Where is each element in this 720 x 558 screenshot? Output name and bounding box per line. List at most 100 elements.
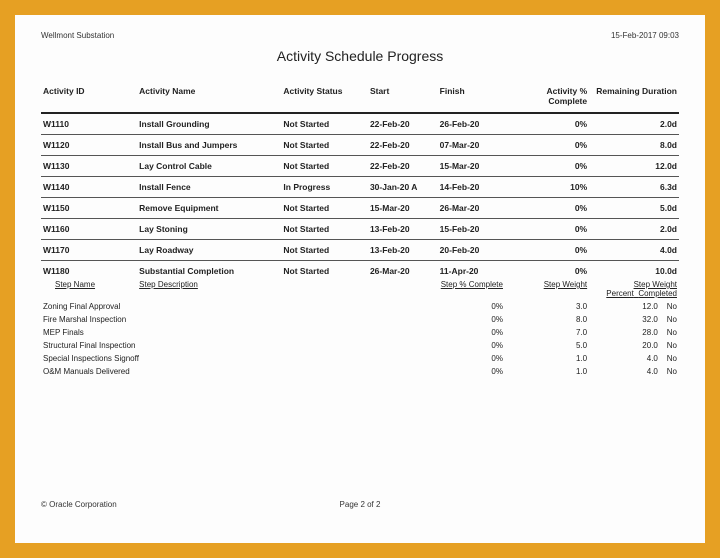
- report-footer: © Oracle Corporation Page 2 of 2: [41, 500, 679, 509]
- cell-finish: 26-Mar-20: [438, 198, 505, 219]
- cell-name: Remove Equipment: [137, 198, 281, 219]
- cell-rem: 12.0d: [589, 156, 679, 177]
- steps-col-weight: Step Weight: [505, 277, 589, 300]
- step-name: Special Inspections Signoff: [41, 352, 368, 365]
- col-remaining: Remaining Duration: [589, 82, 679, 113]
- cell-start: 13-Feb-20: [368, 240, 438, 261]
- step-weight-pct: 20.0 No: [589, 339, 679, 352]
- cell-rem: 5.0d: [589, 198, 679, 219]
- cell-status: In Progress: [281, 177, 368, 198]
- cell-start: 22-Feb-20: [368, 156, 438, 177]
- step-weight-pct: 4.0 No: [589, 365, 679, 378]
- project-name: Wellmont Substation: [41, 31, 114, 40]
- step-pct: 0%: [368, 326, 505, 339]
- cell-id: W1160: [41, 219, 137, 240]
- cell-id: W1170: [41, 240, 137, 261]
- step-weight: 1.0: [505, 352, 589, 365]
- cell-rem: 6.3d: [589, 177, 679, 198]
- cell-id: W1130: [41, 156, 137, 177]
- step-name: Structural Final Inspection: [41, 339, 368, 352]
- cell-status: Not Started: [281, 198, 368, 219]
- step-row: O&M Manuals Delivered0%1.04.0 No: [41, 365, 679, 378]
- cell-finish: 15-Mar-20: [438, 156, 505, 177]
- steps-col-name: Step Name: [41, 277, 137, 300]
- cell-status: Not Started: [281, 113, 368, 135]
- step-row: MEP Finals0%7.028.0 No: [41, 326, 679, 339]
- step-row: Zoning Final Approval0%3.012.0 No: [41, 300, 679, 313]
- step-weight-pct: 32.0 No: [589, 313, 679, 326]
- cell-pct: 0%: [505, 135, 589, 156]
- footer-page: Page 2 of 2: [41, 500, 679, 509]
- activity-table: Activity ID Activity Name Activity Statu…: [41, 82, 679, 378]
- cell-finish: 15-Feb-20: [438, 219, 505, 240]
- step-weight-pct: 4.0 No: [589, 352, 679, 365]
- cell-id: W1120: [41, 135, 137, 156]
- cell-rem: 2.0d: [589, 113, 679, 135]
- step-row: Structural Final Inspection0%5.020.0 No: [41, 339, 679, 352]
- step-weight: 1.0: [505, 365, 589, 378]
- cell-finish: 26-Feb-20: [438, 113, 505, 135]
- cell-rem: 8.0d: [589, 135, 679, 156]
- cell-start: 30-Jan-20 A: [368, 177, 438, 198]
- cell-id: W1180: [41, 261, 137, 278]
- cell-id: W1150: [41, 198, 137, 219]
- cell-status: Not Started: [281, 135, 368, 156]
- table-row: W1130Lay Control CableNot Started22-Feb-…: [41, 156, 679, 177]
- step-pct: 0%: [368, 339, 505, 352]
- cell-status: Not Started: [281, 219, 368, 240]
- activity-tbody: W1110Install GroundingNot Started22-Feb-…: [41, 113, 679, 378]
- step-name: Zoning Final Approval: [41, 300, 368, 313]
- cell-status: Not Started: [281, 261, 368, 278]
- step-name: Fire Marshal Inspection: [41, 313, 368, 326]
- step-weight: 7.0: [505, 326, 589, 339]
- cell-pct: 0%: [505, 156, 589, 177]
- table-row: W1170Lay RoadwayNot Started13-Feb-2020-F…: [41, 240, 679, 261]
- steps-col-pct: Step % Complete: [368, 277, 505, 300]
- cell-pct: 0%: [505, 219, 589, 240]
- step-weight: 8.0: [505, 313, 589, 326]
- report-title: Activity Schedule Progress: [41, 48, 679, 64]
- steps-header-row: Step NameStep DescriptionStep % Complete…: [41, 277, 679, 300]
- cell-id: W1110: [41, 113, 137, 135]
- cell-name: Install Grounding: [137, 113, 281, 135]
- report-page: Wellmont Substation 15-Feb-2017 09:03 Ac…: [15, 15, 705, 543]
- cell-finish: 20-Feb-20: [438, 240, 505, 261]
- cell-start: 15-Mar-20: [368, 198, 438, 219]
- table-row: W1160Lay StoningNot Started13-Feb-2015-F…: [41, 219, 679, 240]
- cell-rem: 10.0d: [589, 261, 679, 278]
- step-weight: 3.0: [505, 300, 589, 313]
- step-row: Special Inspections Signoff0%1.04.0 No: [41, 352, 679, 365]
- step-pct: 0%: [368, 352, 505, 365]
- cell-start: 26-Mar-20: [368, 261, 438, 278]
- cell-pct: 0%: [505, 240, 589, 261]
- step-row: Fire Marshal Inspection0%8.032.0 No: [41, 313, 679, 326]
- cell-pct: 0%: [505, 261, 589, 278]
- steps-col-desc: Step Description: [137, 277, 368, 300]
- cell-finish: 14-Feb-20: [438, 177, 505, 198]
- cell-name: Install Bus and Jumpers: [137, 135, 281, 156]
- table-row: W1110Install GroundingNot Started22-Feb-…: [41, 113, 679, 135]
- step-pct: 0%: [368, 365, 505, 378]
- step-name: O&M Manuals Delivered: [41, 365, 368, 378]
- cell-name: Substantial Completion: [137, 261, 281, 278]
- table-header-row: Activity ID Activity Name Activity Statu…: [41, 82, 679, 113]
- cell-id: W1140: [41, 177, 137, 198]
- col-pct-complete: Activity % Complete: [505, 82, 589, 113]
- cell-status: Not Started: [281, 240, 368, 261]
- report-datetime: 15-Feb-2017 09:03: [611, 31, 679, 40]
- report-header-row: Wellmont Substation 15-Feb-2017 09:03: [41, 31, 679, 40]
- cell-name: Lay Roadway: [137, 240, 281, 261]
- table-row: W1120Install Bus and JumpersNot Started2…: [41, 135, 679, 156]
- table-row: W1180Substantial CompletionNot Started26…: [41, 261, 679, 278]
- cell-pct: 0%: [505, 113, 589, 135]
- cell-rem: 2.0d: [589, 219, 679, 240]
- step-weight: 5.0: [505, 339, 589, 352]
- cell-pct: 0%: [505, 198, 589, 219]
- step-weight-pct: 12.0 No: [589, 300, 679, 313]
- cell-start: 13-Feb-20: [368, 219, 438, 240]
- steps-col-weight-pct: Step Weight Percent Completed: [589, 277, 679, 300]
- col-start: Start: [368, 82, 438, 113]
- step-name: MEP Finals: [41, 326, 368, 339]
- col-activity-id: Activity ID: [41, 82, 137, 113]
- cell-name: Lay Control Cable: [137, 156, 281, 177]
